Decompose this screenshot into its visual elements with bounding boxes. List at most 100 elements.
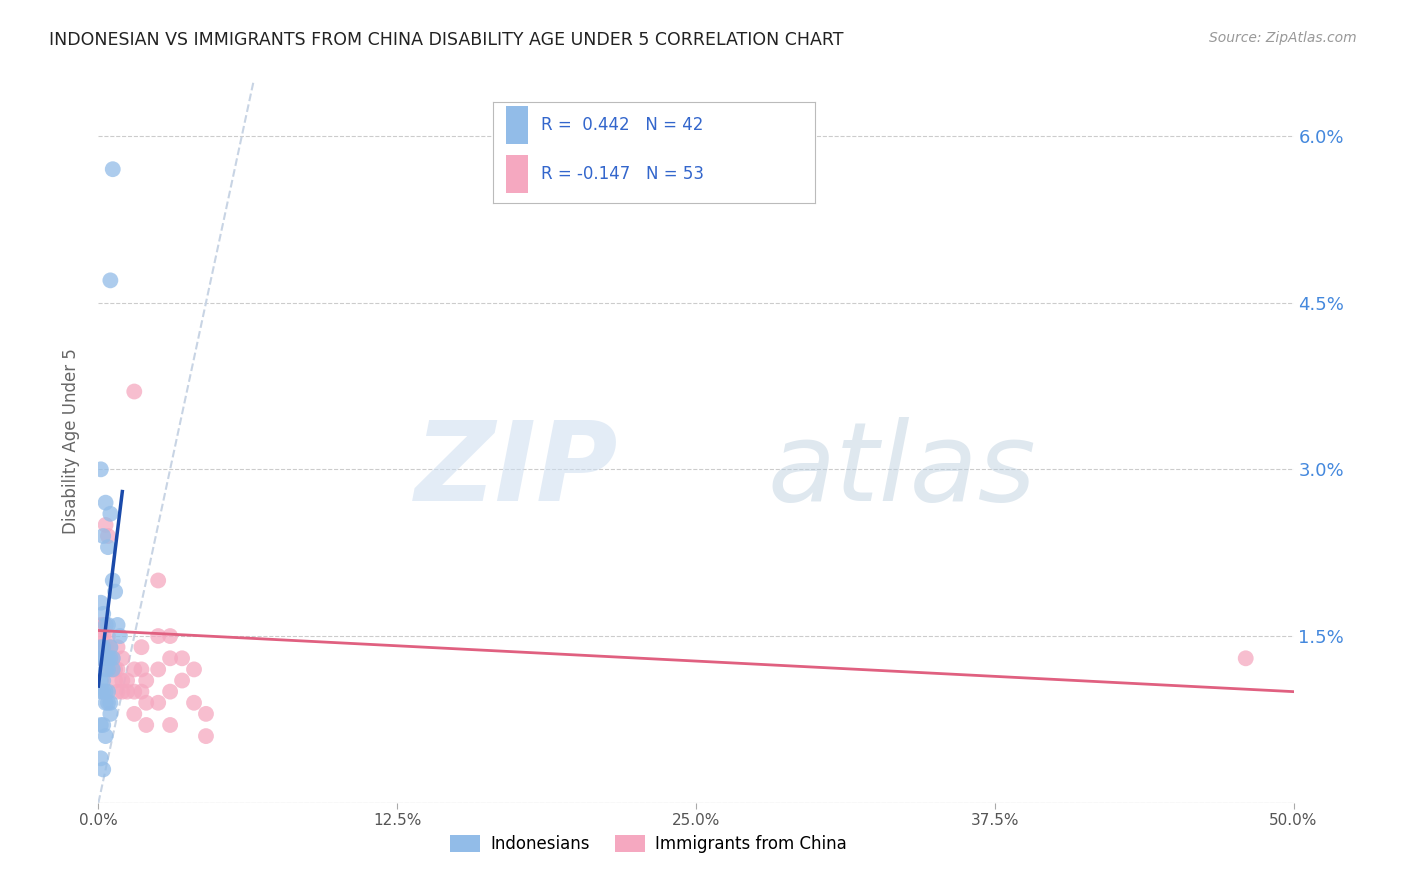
Point [90, 684, 112, 698]
Point [94, 662, 117, 676]
Point [91, 763, 114, 777]
Point [1234, 651, 1257, 665]
Point [91, 640, 114, 655]
Point [98, 640, 122, 655]
Point [101, 651, 124, 665]
Y-axis label: Disability Age Under 5: Disability Age Under 5 [62, 349, 80, 534]
Point [91, 629, 114, 643]
Text: INDONESIAN VS IMMIGRANTS FROM CHINA DISABILITY AGE UNDER 5 CORRELATION CHART: INDONESIAN VS IMMIGRANTS FROM CHINA DISA… [49, 31, 844, 49]
Point [111, 673, 134, 688]
Point [90, 673, 112, 688]
Point [98, 507, 122, 521]
Point [97, 529, 120, 543]
Point [97, 651, 120, 665]
Point [98, 273, 122, 287]
Point [97, 629, 120, 643]
Point [98, 640, 122, 655]
Point [111, 684, 134, 698]
Point [91, 618, 114, 632]
Point [108, 629, 131, 643]
Point [97, 662, 120, 676]
Point [94, 640, 117, 655]
Point [101, 162, 124, 177]
Point [183, 696, 205, 710]
Point [183, 662, 205, 676]
Point [131, 684, 153, 698]
Point [94, 651, 117, 665]
Point [148, 629, 170, 643]
Point [107, 662, 129, 676]
Point [98, 651, 122, 665]
Point [172, 651, 194, 665]
Text: Source: ZipAtlas.com: Source: ZipAtlas.com [1209, 31, 1357, 45]
Point [159, 684, 181, 698]
Point [131, 640, 153, 655]
Point [91, 673, 114, 688]
Text: ZIP: ZIP [415, 417, 619, 524]
Point [124, 706, 146, 721]
Point [94, 618, 117, 632]
Point [91, 651, 114, 665]
Point [97, 684, 120, 698]
Point [94, 496, 117, 510]
Point [94, 517, 117, 532]
Point [195, 706, 218, 721]
Point [148, 662, 170, 676]
Point [148, 696, 170, 710]
Point [94, 696, 117, 710]
Point [107, 684, 129, 698]
Point [97, 651, 120, 665]
Point [94, 729, 117, 743]
Point [94, 684, 117, 698]
Point [135, 696, 157, 710]
Point [131, 662, 153, 676]
Point [98, 706, 122, 721]
Point [111, 651, 134, 665]
Point [159, 718, 181, 732]
Point [98, 696, 122, 710]
Point [90, 629, 112, 643]
Point [94, 618, 117, 632]
Point [101, 662, 124, 676]
Point [101, 662, 124, 676]
Point [172, 673, 194, 688]
Point [124, 684, 146, 698]
Point [148, 574, 170, 588]
Point [124, 662, 146, 676]
Point [135, 718, 157, 732]
Point [101, 651, 124, 665]
Point [90, 651, 112, 665]
Point [97, 540, 120, 554]
Point [91, 718, 114, 732]
Point [107, 618, 129, 632]
Point [104, 673, 127, 688]
Point [97, 696, 120, 710]
Point [159, 629, 181, 643]
Point [90, 640, 112, 655]
Point [115, 684, 138, 698]
Point [91, 607, 114, 621]
Legend: Indonesians, Immigrants from China: Indonesians, Immigrants from China [443, 828, 853, 860]
Point [91, 684, 114, 698]
Point [195, 729, 218, 743]
Point [159, 651, 181, 665]
Point [90, 462, 112, 476]
Point [90, 640, 112, 655]
Point [90, 596, 112, 610]
Point [104, 584, 127, 599]
Point [101, 574, 124, 588]
Point [104, 662, 127, 676]
Point [90, 718, 112, 732]
Text: atlas: atlas [768, 417, 1036, 524]
Point [98, 662, 122, 676]
Point [90, 751, 112, 765]
Point [97, 618, 120, 632]
Point [90, 618, 112, 632]
Point [90, 651, 112, 665]
Point [98, 651, 122, 665]
Point [91, 529, 114, 543]
Point [115, 673, 138, 688]
Point [107, 640, 129, 655]
Point [91, 651, 114, 665]
Point [135, 673, 157, 688]
